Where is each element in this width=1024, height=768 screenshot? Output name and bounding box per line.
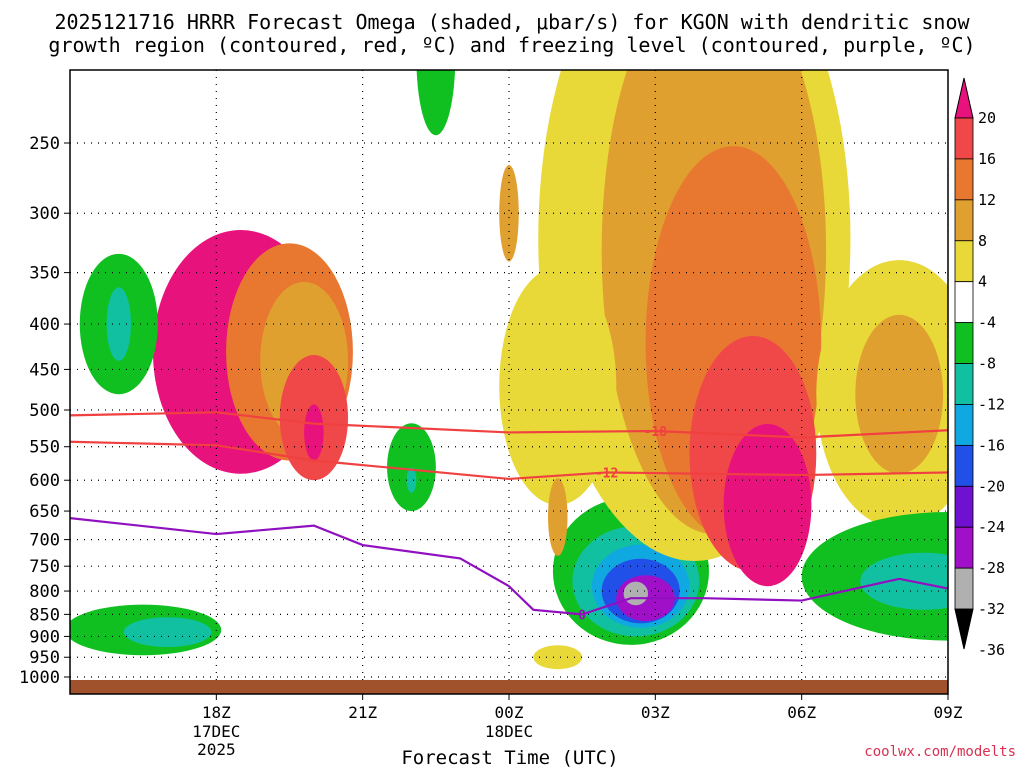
y-tick-label-550: 550 [29,438,60,458]
x-tick-label-06Z: 06Z [787,703,816,722]
colorbar-label--4: -4 [978,314,996,332]
y-tick-label-400: 400 [29,315,60,335]
omega-cell-26 [860,552,948,610]
ground-surface-band [70,680,948,694]
y-tick-label-700: 700 [29,531,60,551]
contour-lines: -18 -12 0 [70,411,948,623]
dgz-minus18-label: -18 [644,425,668,440]
x-tick-label-21Z: 21Z [348,703,377,722]
y-tick-label-600: 600 [29,471,60,491]
y-tick-label-850: 850 [29,605,60,625]
omega-cell-11 [123,617,212,647]
colorbar-swatch-11 [954,526,974,569]
omega-cell-4 [304,404,324,461]
x-tick-date-18Z: 17DEC [192,722,240,741]
omega-cell-17 [623,581,649,606]
omega-cell-31 [548,478,568,556]
x-tick-label-18Z: 18Z [202,703,231,722]
omega-cell-29 [499,267,617,506]
colorbar-label-16: 16 [978,150,996,168]
colorbar-label--16: -16 [978,436,1005,454]
omega-cell-7 [416,70,456,136]
y-tick-label-450: 450 [29,360,60,380]
colorbar-swatch-6 [954,322,974,364]
colorbar-swatch-2 [954,158,974,201]
colorbar-label-8: 8 [978,232,987,250]
y-tick-label-750: 750 [29,557,60,577]
colorbar-label--24: -24 [978,518,1005,536]
watermark-text: coolwx.com/modelts [864,744,1016,760]
colorbar-label--28: -28 [978,559,1005,577]
colorbar-swatch-9 [954,444,974,487]
x-axis-label: Forecast Time (UTC) [401,747,618,768]
x-tick-label-00Z: 00Z [495,703,524,722]
y-tick-label-800: 800 [29,582,60,602]
colorbar-swatch-10 [954,485,974,528]
colorbar-label-12: 12 [978,191,996,209]
y-tick-label-250: 250 [29,134,60,154]
y-tick-label-950: 950 [29,648,60,668]
chart-title-line-1: 2025121716 HRRR Forecast Omega (shaded, … [54,10,970,34]
colorbar-swatch-4 [954,240,974,283]
colorbar-top-arrow [954,77,974,119]
freezing-level-label: 0 [578,608,586,623]
dgz-minus12-line [70,440,948,481]
colorbar-label--8: -8 [978,355,996,373]
colorbar-swatch-12 [954,567,974,610]
omega-cell-32 [533,645,583,670]
colorbar-label-20: 20 [978,109,996,127]
colorbar-swatch-1 [954,117,974,160]
y-tick-label-900: 900 [29,627,60,647]
omega-cell-6 [106,287,131,361]
omega-cell-24 [855,314,944,474]
colorbar-label--12: -12 [978,395,1005,413]
y-tick-label-650: 650 [29,502,60,522]
dgz-minus18-line [70,411,948,439]
y-axis: 2503003504004505005506006507007508008509… [19,134,70,688]
y-tick-label-1000: 1000 [19,668,60,688]
y-tick-label-300: 300 [29,204,60,224]
y-tick-label-350: 350 [29,264,60,284]
colorbar-label--32: -32 [978,600,1005,618]
colorbar-swatch-7 [954,363,974,405]
x-tick-label-03Z: 03Z [641,703,670,722]
colorbar-label--36: -36 [978,641,1005,659]
colorbar-label-4: 4 [978,273,987,291]
dgz-minus12-label: -12 [595,466,618,481]
colorbar-legend: 20 16 12 8 4 -4 -8 -12 -16 -20 -24 -28 -32 -36 [954,77,1005,659]
colorbar-bottom-arrow [954,608,974,650]
omega-cell-28 [980,119,995,225]
colorbar-label--20: -20 [978,477,1005,495]
omega-cell-9 [406,467,417,493]
colorbar-swatch-5 [954,281,974,324]
omega-shading [70,70,995,670]
colorbar-swatch-8 [954,404,974,446]
colorbar-swatch-3 [954,199,974,242]
x-tick-label-09Z: 09Z [934,703,963,722]
chart-title-line-2: growth region (contoured, red, ºC) and f… [48,33,975,57]
y-tick-label-500: 500 [29,401,60,421]
omega-cell-30 [499,165,519,262]
freezing-level-line [70,517,948,616]
x-tick-year-18Z: 2025 [197,740,236,759]
omega-cell-8 [387,423,436,512]
x-tick-date-00Z: 18DEC [485,722,533,741]
omega-cell-22 [723,423,812,587]
